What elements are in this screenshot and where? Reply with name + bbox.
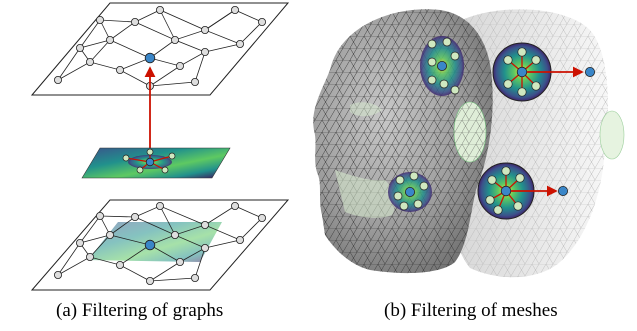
zoomed-filter-disc-bottom xyxy=(477,162,569,220)
mesh-panel xyxy=(313,9,625,278)
filter-patch xyxy=(81,147,231,179)
figure-illustration xyxy=(30,2,625,291)
forehead-filter-patch xyxy=(420,36,464,96)
output-node xyxy=(144,52,156,64)
caption-graphs: (a) Filtering of graphs xyxy=(56,300,224,321)
graph-panel xyxy=(30,2,290,291)
bottom-graph-plane xyxy=(30,199,290,291)
zoomed-filter-disc-top xyxy=(492,42,596,102)
head-mesh xyxy=(313,9,493,274)
top-graph-plane xyxy=(30,2,290,96)
caption-meshes: (b) Filtering of meshes xyxy=(384,300,558,321)
input-center-node xyxy=(144,239,156,251)
cheek-filter-patch xyxy=(388,171,432,212)
